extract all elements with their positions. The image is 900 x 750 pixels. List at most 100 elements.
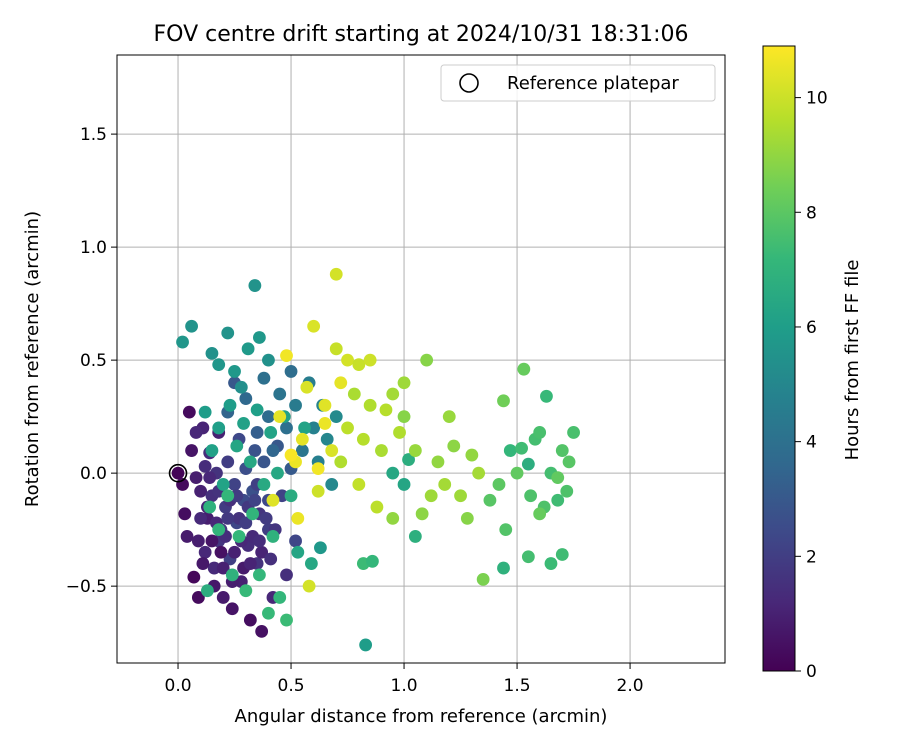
data-point [295, 444, 309, 457]
legend: Reference platepar [440, 64, 716, 102]
data-point [442, 410, 456, 424]
data-point [189, 471, 203, 485]
data-point [298, 421, 311, 435]
data-point [289, 534, 302, 548]
data-point [521, 550, 535, 564]
data-point [424, 489, 438, 503]
data-point [205, 534, 219, 548]
data-point [248, 279, 262, 292]
data-point [280, 421, 293, 435]
data-point [533, 426, 547, 439]
data-point [196, 557, 210, 570]
data-point [314, 541, 327, 555]
x-axis-label: Angular distance from reference (arcmin) [235, 706, 608, 727]
data-point [201, 584, 214, 598]
data-point [370, 500, 384, 514]
data-point [212, 358, 226, 372]
data-point [341, 421, 354, 435]
y-tick-label: 0.0 [80, 464, 107, 484]
data-point [228, 545, 241, 559]
data-point [214, 545, 228, 559]
data-point [271, 466, 284, 480]
data-point [460, 511, 474, 525]
data-point [191, 534, 205, 548]
data-point [230, 439, 244, 453]
y-axis: −0.5 0.0 0.5 1.0 1.5 [66, 125, 117, 597]
data-point [246, 507, 260, 521]
data-point [356, 432, 370, 446]
data-point [447, 439, 461, 453]
data-point [397, 376, 411, 390]
data-point [551, 493, 565, 507]
data-point [255, 624, 269, 638]
data-point [386, 511, 400, 525]
data-point [544, 557, 558, 570]
data-point [205, 444, 219, 457]
colorbar-tick-label: 8 [806, 203, 817, 223]
data-point [555, 444, 569, 457]
data-point [187, 570, 201, 584]
data-point [252, 534, 266, 548]
data-point [311, 462, 325, 476]
data-point [212, 421, 226, 435]
data-point [540, 389, 553, 403]
data-point [300, 380, 314, 394]
plot-frame [116, 54, 726, 664]
data-point [203, 471, 217, 485]
colorbar-tick-label: 2 [806, 547, 817, 567]
data-point [483, 493, 497, 507]
data-point [375, 444, 388, 457]
data-point [234, 380, 248, 394]
colorbar-label: Hours from first FF file [842, 260, 863, 461]
data-point [239, 392, 253, 405]
colorbar-tick-label: 6 [806, 318, 817, 338]
data-point [393, 426, 406, 439]
chart-title: FOV centre drift starting at 2024/10/31 … [154, 22, 689, 47]
data-point [386, 466, 400, 480]
data-point [280, 568, 293, 582]
data-point [262, 353, 275, 367]
data-point [221, 511, 235, 525]
data-point [182, 405, 196, 419]
data-point [302, 579, 316, 593]
data-point [216, 478, 230, 491]
x-tick-label: 2.0 [617, 676, 644, 696]
scatter-points [171, 267, 580, 652]
data-point [266, 493, 280, 507]
data-point [225, 602, 239, 616]
data-point [289, 398, 302, 412]
data-point [476, 572, 490, 586]
data-point [492, 478, 506, 491]
data-point [499, 523, 513, 537]
colorbar-tick-label: 0 [806, 662, 817, 682]
data-point [359, 638, 373, 652]
data-point [185, 444, 198, 457]
data-point [497, 561, 510, 575]
x-tick-label: 1.0 [391, 676, 418, 696]
data-point [216, 561, 230, 575]
data-point [198, 405, 212, 419]
data-point [205, 346, 219, 360]
data-point [273, 387, 287, 401]
data-point [329, 342, 343, 356]
data-point [415, 507, 429, 521]
data-point [408, 444, 422, 457]
data-point [521, 457, 535, 471]
data-point [228, 478, 241, 491]
colorbar-tick-label: 10 [806, 89, 828, 109]
plot-area [116, 54, 726, 664]
data-point [555, 548, 569, 561]
data-point [318, 398, 332, 412]
legend-marker [459, 73, 479, 93]
data-point [221, 489, 235, 503]
data-point [250, 403, 264, 417]
data-point [304, 557, 318, 570]
data-point [347, 387, 361, 401]
data-point [510, 466, 524, 480]
data-point [454, 489, 467, 503]
data-point [237, 417, 250, 430]
data-point [230, 489, 244, 503]
data-point [176, 335, 189, 349]
data-point [318, 417, 332, 430]
